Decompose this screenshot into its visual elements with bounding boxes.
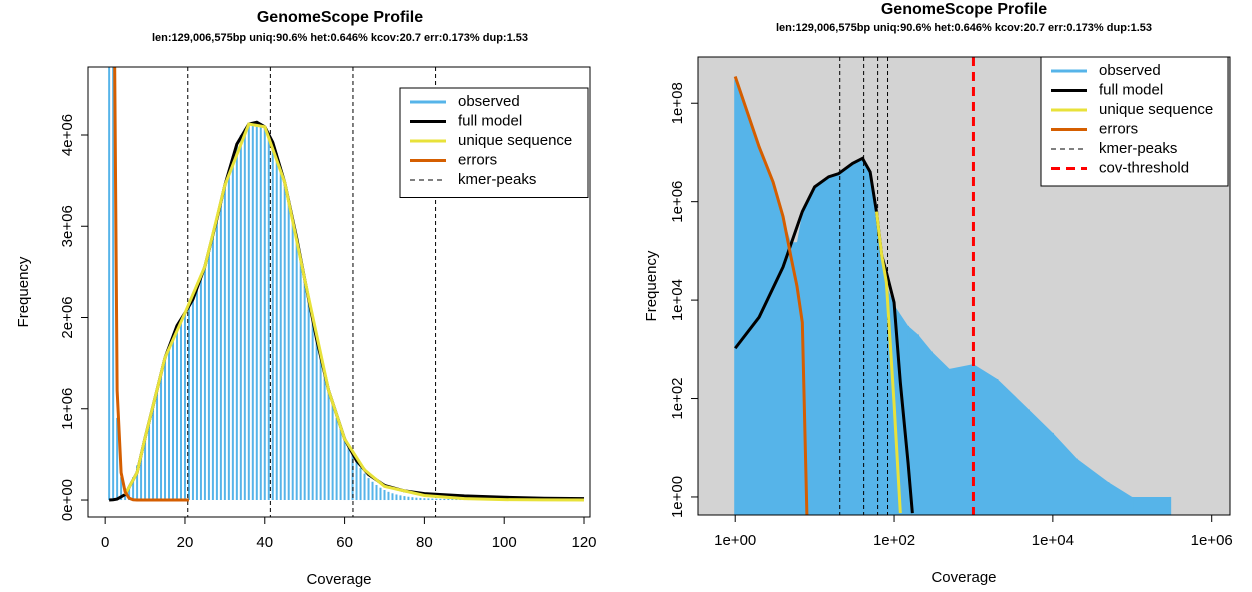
- observed-area: [735, 79, 1171, 515]
- y-tick-label: 1e+06: [59, 388, 76, 430]
- model-line: [113, 67, 189, 502]
- plot-frame: [697, 56, 1231, 516]
- legend-label: full model: [458, 112, 522, 129]
- legend-label: observed: [1099, 62, 1161, 79]
- y-tick-label: 1e+00: [669, 476, 686, 518]
- y-tick-label: 1e+04: [669, 279, 686, 321]
- chart-subtitle: len:129,006,575bp uniq:90.6% het:0.646% …: [776, 22, 1152, 34]
- x-tick-label: 1e+00: [714, 532, 756, 549]
- plot-area: [108, 67, 585, 517]
- x-tick-label: 1e+06: [1191, 532, 1233, 549]
- legend-label: kmer-peaks: [458, 171, 536, 188]
- y-tick-label: 1e+06: [669, 181, 686, 223]
- y-tick-label: 4e+06: [59, 114, 76, 156]
- legend-label: kmer-peaks: [1099, 140, 1177, 157]
- model-line: [733, 75, 809, 515]
- plot-area: [733, 57, 1172, 515]
- x-axis-label: Coverage: [931, 569, 996, 586]
- legend-box: [1040, 56, 1229, 187]
- x-tick-label: 40: [256, 534, 273, 551]
- y-tick-label: 3e+06: [59, 205, 76, 247]
- x-tick-label: 1e+04: [1032, 532, 1074, 549]
- model-line: [874, 211, 902, 514]
- x-tick-label: 80: [416, 534, 433, 551]
- y-axis-label: Frequency: [643, 250, 660, 321]
- y-tick-label: 2e+06: [59, 296, 76, 338]
- y-axis-label: Frequency: [15, 256, 32, 327]
- plot-frame: [87, 66, 591, 518]
- x-tick-label: 20: [177, 534, 194, 551]
- legend-label: cov-threshold: [1099, 159, 1189, 176]
- x-tick-label: 1e+02: [873, 532, 915, 549]
- y-tick-label: 1e+02: [669, 377, 686, 419]
- chart-title: GenomeScope Profile: [881, 1, 1047, 18]
- x-tick-label: 120: [571, 534, 596, 551]
- x-tick-label: 0: [101, 534, 109, 551]
- y-tick-label: 0e+00: [59, 479, 76, 521]
- chart-title: GenomeScope Profile: [257, 9, 423, 26]
- x-tick-label: 60: [336, 534, 353, 551]
- y-tick-label: 1e+08: [669, 82, 686, 124]
- legend-label: errors: [458, 151, 497, 168]
- model-line: [123, 122, 585, 502]
- legend-label: observed: [458, 93, 520, 110]
- x-tick-label: 100: [492, 534, 517, 551]
- legend-label: errors: [1099, 120, 1138, 137]
- legend-box: [399, 87, 589, 198]
- legend-label: unique sequence: [458, 132, 572, 149]
- legend-label: full model: [1099, 81, 1163, 98]
- chart-subtitle: len:129,006,575bp uniq:90.6% het:0.646% …: [152, 32, 528, 44]
- x-axis-label: Coverage: [306, 571, 371, 588]
- model-line: [734, 156, 914, 514]
- legend-label: unique sequence: [1099, 101, 1213, 118]
